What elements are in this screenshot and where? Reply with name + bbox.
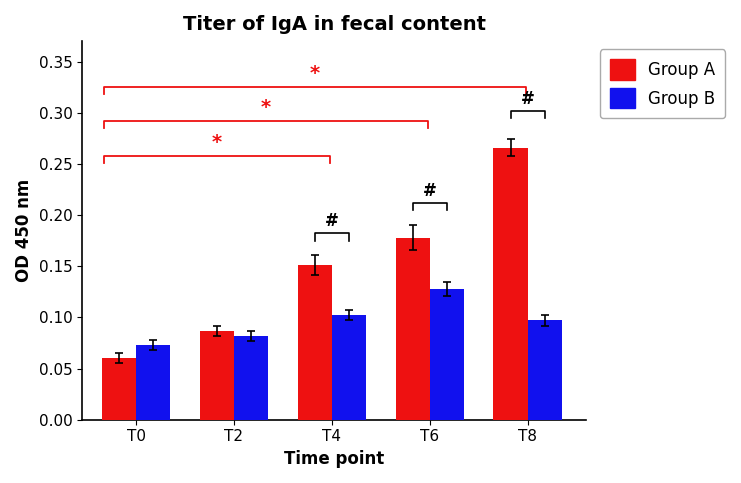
Text: #: # — [521, 90, 535, 108]
Bar — [199, 331, 234, 420]
Title: Titer of IgA in fecal content: Titer of IgA in fecal content — [183, 15, 486, 34]
Bar — [332, 315, 366, 420]
Bar — [494, 147, 528, 420]
Text: *: * — [212, 133, 222, 152]
Bar — [396, 238, 430, 420]
Text: *: * — [261, 98, 270, 117]
Bar — [136, 345, 170, 420]
Bar — [528, 320, 562, 420]
Y-axis label: OD 450 nm: OD 450 nm — [15, 179, 33, 282]
Bar — [430, 289, 464, 420]
Text: *: * — [310, 64, 320, 83]
Bar — [234, 336, 268, 420]
Bar — [298, 265, 332, 420]
X-axis label: Time point: Time point — [285, 450, 385, 468]
Bar — [102, 358, 136, 420]
Text: #: # — [325, 213, 339, 230]
Text: #: # — [423, 182, 436, 199]
Legend: Group A, Group B: Group A, Group B — [600, 49, 725, 118]
